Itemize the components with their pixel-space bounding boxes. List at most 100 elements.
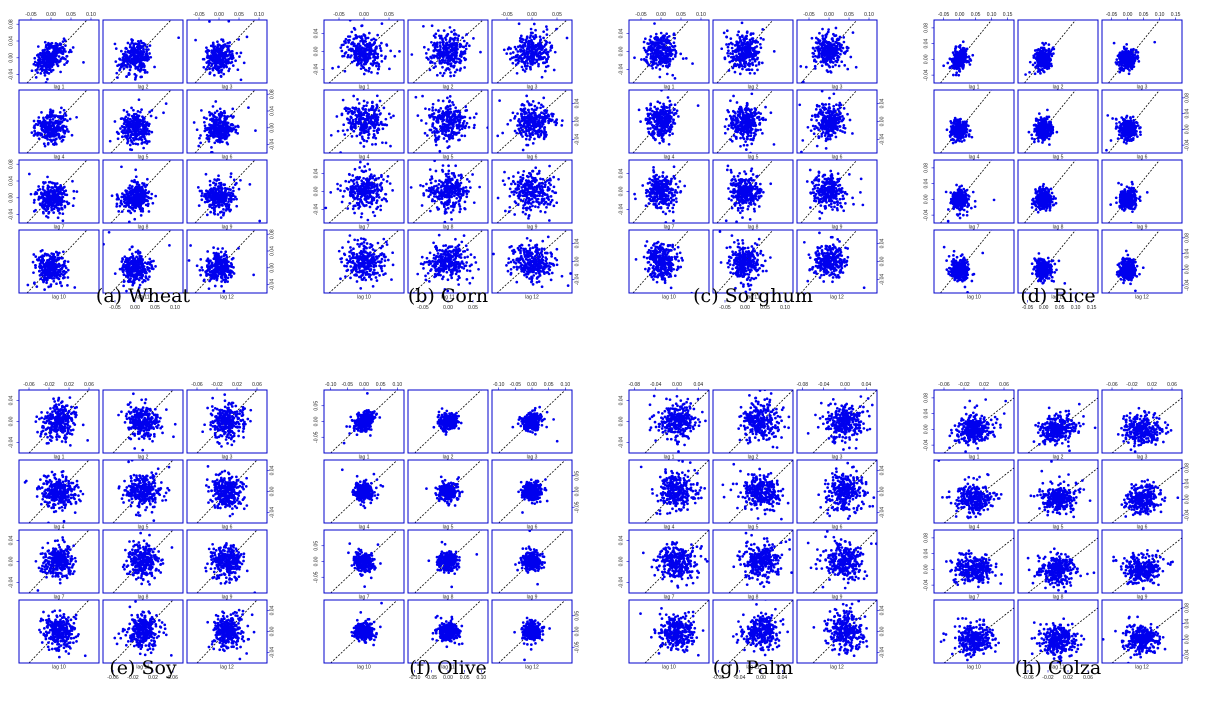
- data-point: [133, 132, 137, 136]
- data-point: [121, 135, 124, 139]
- data-point: [247, 106, 250, 109]
- data-point: [177, 36, 180, 40]
- panel-frame: [186, 229, 268, 294]
- panel-frame: [102, 159, 184, 224]
- data-point: [154, 194, 158, 198]
- data-point: [452, 74, 456, 77]
- data-point: [210, 112, 214, 116]
- data-point: [340, 112, 344, 116]
- data-point: [213, 111, 217, 115]
- data-point: [538, 40, 542, 44]
- data-point: [242, 61, 246, 65]
- data-point: [375, 129, 379, 133]
- data-point: [217, 122, 220, 126]
- y-tick-label: 0.08: [9, 19, 15, 29]
- data-point: [53, 268, 57, 272]
- data-point: [540, 52, 544, 55]
- data-point: [214, 199, 217, 203]
- y-tick-label: -0.04: [270, 139, 276, 151]
- data-point: [350, 41, 354, 45]
- data-point: [224, 209, 228, 212]
- data-point: [37, 116, 41, 119]
- data-point: [377, 127, 380, 130]
- data-point: [430, 24, 434, 28]
- data-point: [520, 65, 524, 69]
- data-point: [213, 284, 217, 288]
- data-point: [343, 69, 347, 73]
- data-point: [196, 186, 200, 189]
- data-point: [444, 47, 448, 51]
- data-point: [209, 274, 213, 278]
- data-point: [433, 62, 437, 65]
- data-point: [124, 189, 127, 192]
- data-point: [151, 267, 155, 271]
- data-point: [236, 131, 240, 135]
- data-point: [361, 107, 365, 111]
- data-point: [42, 142, 46, 146]
- lag-panel: lag 3-0.05 0.00 0.05 0.10: [186, 12, 268, 91]
- data-point: [346, 35, 350, 38]
- data-point: [544, 42, 548, 46]
- data-point: [141, 258, 144, 261]
- data-point: [208, 67, 211, 71]
- data-point: [220, 265, 224, 268]
- data-point: [384, 117, 388, 121]
- data-point: [221, 45, 224, 48]
- data-point: [134, 112, 138, 116]
- data-point: [389, 116, 393, 119]
- data-point: [213, 208, 216, 212]
- data-point: [389, 144, 392, 148]
- data-point: [535, 44, 539, 48]
- data-point: [199, 134, 202, 137]
- data-point: [135, 192, 138, 195]
- data-point: [149, 114, 153, 118]
- data-point: [429, 60, 433, 63]
- data-point: [218, 107, 222, 111]
- data-point: [205, 274, 208, 277]
- data-point: [357, 102, 361, 105]
- data-point: [205, 46, 208, 50]
- data-point: [545, 25, 548, 28]
- data-point: [72, 189, 76, 193]
- data-point: [120, 117, 124, 120]
- data-point: [122, 197, 126, 201]
- data-point: [527, 45, 531, 48]
- data-point: [47, 50, 51, 54]
- data-point: [52, 45, 56, 48]
- data-point: [358, 118, 362, 122]
- data-point: [223, 280, 227, 284]
- data-point: [135, 255, 138, 259]
- data-point: [132, 206, 136, 209]
- data-point: [42, 211, 45, 215]
- data-point: [51, 208, 54, 211]
- data-point: [39, 72, 43, 75]
- data-point: [226, 267, 230, 271]
- data-point: [352, 129, 356, 133]
- data-point: [58, 51, 62, 54]
- data-point: [224, 60, 228, 63]
- data-point: [221, 187, 224, 190]
- data-point: [71, 204, 75, 208]
- data-point: [49, 268, 53, 272]
- data-point: [224, 278, 228, 282]
- data-point: [216, 260, 219, 264]
- data-point: [344, 40, 347, 44]
- data-point: [248, 183, 252, 186]
- data-point: [238, 55, 241, 58]
- data-point: [131, 192, 135, 196]
- x-tick-label: 0.05: [552, 12, 562, 18]
- lag-panel: lag 10: [18, 229, 100, 301]
- lag-panel: lag 1-0.05 0.00 0.05 0.10-0.040.000.040.08: [9, 12, 100, 91]
- data-point: [42, 279, 45, 283]
- data-point: [373, 125, 377, 129]
- data-point: [537, 62, 540, 66]
- data-point: [142, 278, 146, 282]
- data-point: [124, 267, 128, 271]
- data-point: [213, 52, 217, 56]
- data-point: [62, 250, 65, 254]
- data-point: [346, 45, 349, 49]
- data-point: [134, 142, 138, 146]
- data-point: [130, 272, 134, 276]
- x-axis: -0.05 0.00 0.05 0.10: [25, 12, 96, 20]
- data-point: [367, 69, 371, 73]
